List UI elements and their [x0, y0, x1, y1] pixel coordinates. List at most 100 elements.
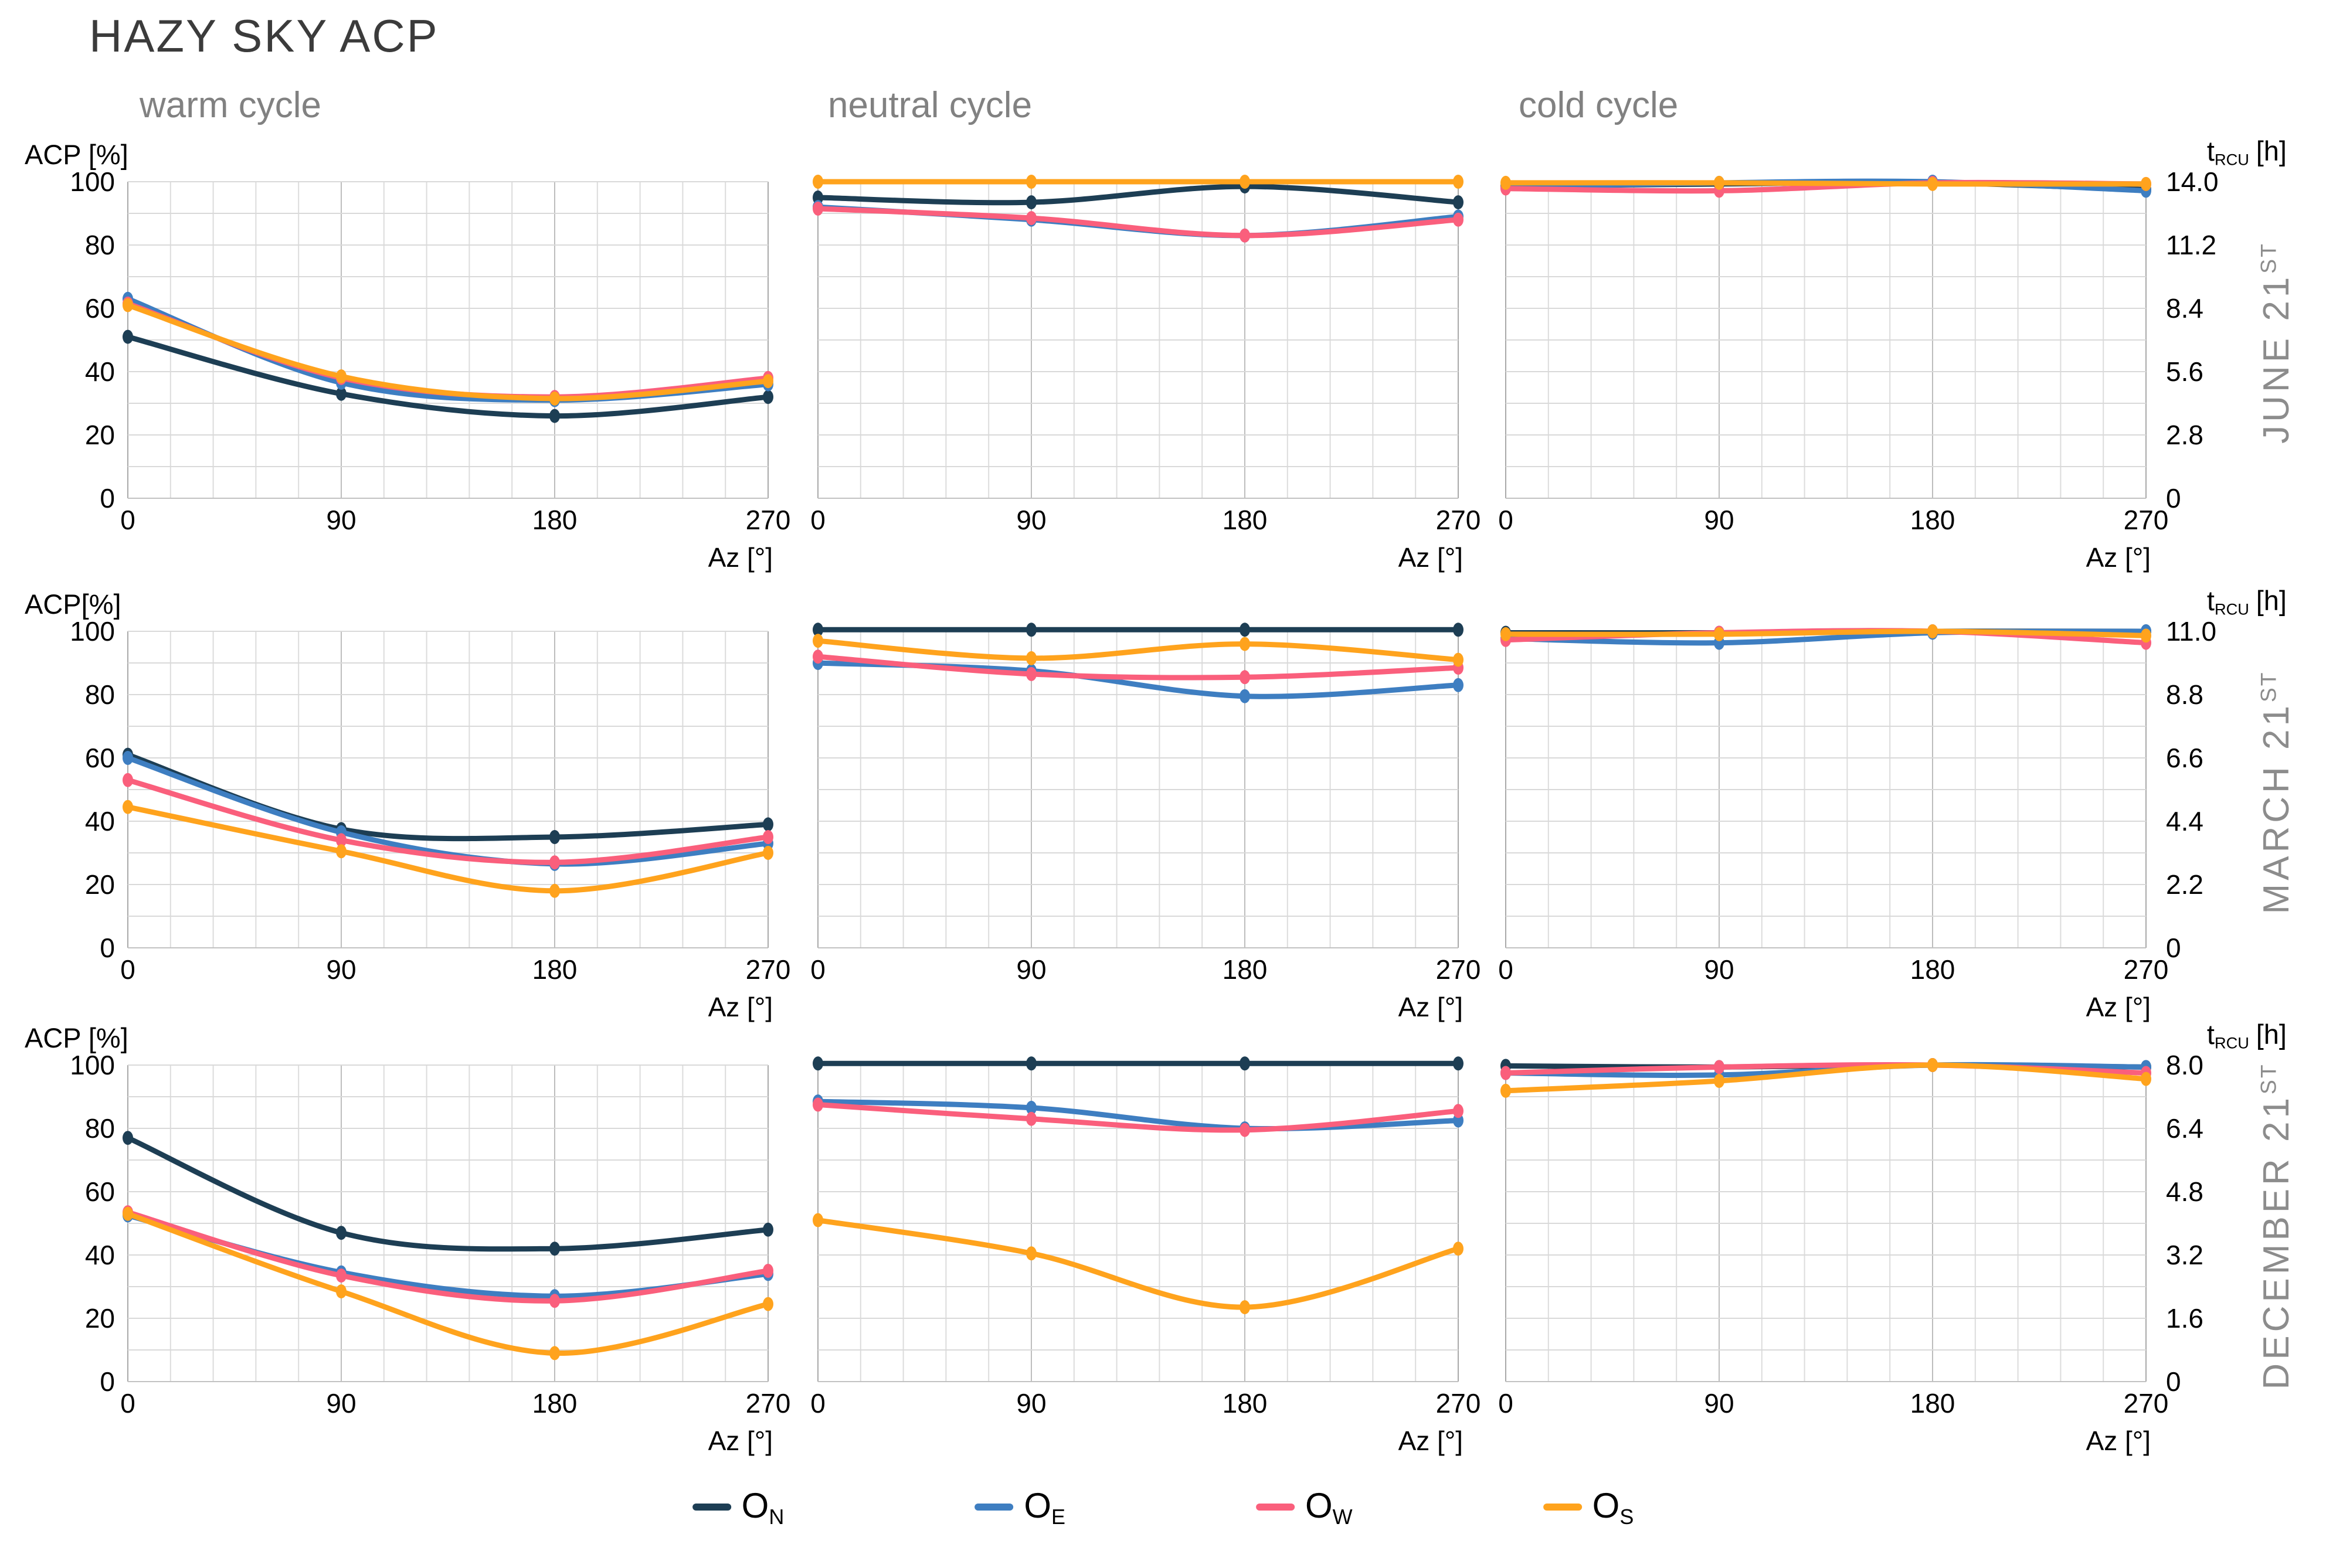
data-point-O_W — [1026, 211, 1037, 226]
right-axis-tick: 3.2 — [2166, 1240, 2203, 1270]
data-point-O_W — [1500, 1066, 1511, 1080]
data-point-O_S — [1026, 1246, 1037, 1261]
right-axis-tick: 11.0 — [2166, 616, 2217, 647]
x-tick-label: 270 — [2123, 505, 2169, 535]
right-axis-tick: 6.4 — [2166, 1113, 2203, 1144]
x-axis-label-az: Az [°] — [708, 1426, 773, 1456]
x-tick-label: 90 — [326, 1388, 356, 1419]
data-point-O_N — [123, 1131, 133, 1145]
column-header-neutral-cycle: neutral cycle — [828, 85, 1033, 125]
data-point-O_S — [763, 374, 773, 389]
series-line-O_W — [125, 777, 771, 865]
chart-svg-march-warm — [123, 631, 773, 948]
data-point-O_S — [1453, 175, 1463, 189]
left-axis-tick: 80 — [84, 679, 115, 710]
data-point-O_S — [1240, 175, 1250, 189]
x-tick-label: 90 — [326, 954, 356, 985]
right-axis-tick: 5.6 — [2166, 356, 2203, 387]
data-point-O_S — [123, 800, 133, 814]
left-axis-tick: 100 — [70, 166, 115, 197]
data-point-O_W — [763, 830, 773, 844]
data-point-O_W — [1240, 228, 1250, 243]
series-line-O_W — [815, 1102, 1461, 1133]
x-axis-label-az: Az [°] — [1398, 1426, 1463, 1456]
data-point-O_S — [1714, 175, 1724, 190]
data-point-O_N — [123, 329, 133, 344]
right-axis-tick: 8.0 — [2166, 1050, 2203, 1080]
right-axis-tick: 8.8 — [2166, 679, 2203, 710]
data-point-O_S — [763, 1297, 773, 1311]
data-point-O_S — [813, 175, 823, 189]
right-axis-tick: 14.0 — [2166, 166, 2219, 197]
data-point-O_W — [1240, 670, 1250, 685]
series-line-O_S — [1503, 1062, 2149, 1094]
data-point-O_N — [1453, 623, 1463, 637]
data-point-O_S — [336, 844, 347, 859]
x-axis-label-az: Az [°] — [2086, 992, 2151, 1022]
x-axis-label-az: Az [°] — [1398, 992, 1463, 1022]
series-line-O_N — [125, 1135, 771, 1252]
data-point-O_S — [1500, 175, 1511, 190]
x-tick-label: 0 — [1498, 505, 1513, 535]
right-axis-tick: 2.2 — [2166, 869, 2203, 900]
x-tick-label: 180 — [1910, 505, 1955, 535]
x-tick-label: 0 — [120, 505, 135, 535]
data-point-O_W — [1026, 1111, 1037, 1126]
series-line-O_S — [1503, 628, 2149, 638]
legend-color-dash-O_N — [692, 1504, 731, 1511]
x-axis-label-az: Az [°] — [708, 542, 773, 573]
series-line-O_E — [125, 1213, 771, 1299]
data-point-O_W — [813, 201, 823, 216]
right-axis-tick: 6.6 — [2166, 743, 2203, 773]
legend-label-O_N: ON — [741, 1486, 785, 1529]
chart-svg-june-warm — [123, 181, 773, 499]
series-line-O_E — [815, 1098, 1461, 1132]
left-axis-tick: 60 — [84, 293, 115, 324]
x-tick-label: 90 — [1016, 954, 1047, 985]
x-tick-label: 0 — [1498, 954, 1513, 985]
x-tick-label: 180 — [532, 505, 578, 535]
x-tick-label: 0 — [810, 954, 826, 985]
legend-color-dash-O_S — [1543, 1504, 1582, 1511]
chart-svg-june-neutral — [813, 175, 1463, 499]
x-tick-label: 180 — [1910, 954, 1955, 985]
data-point-O_S — [336, 1284, 347, 1299]
y-axis-label-acp-row3: ACP [%] — [25, 1022, 128, 1053]
data-point-O_W — [549, 1294, 560, 1308]
x-tick-label: 90 — [1704, 1388, 1734, 1419]
x-tick-label: 270 — [1435, 1388, 1481, 1419]
series-line-O_S — [1503, 180, 2149, 187]
left-axis-tick: 100 — [70, 616, 115, 647]
page-title: HAZY SKY ACP — [89, 10, 439, 62]
x-tick-label: 180 — [1222, 954, 1268, 985]
data-point-O_S — [1453, 652, 1463, 667]
series-line-O_S — [125, 302, 771, 402]
data-point-O_S — [1026, 175, 1037, 189]
data-point-O_N — [549, 409, 560, 423]
data-point-O_S — [549, 1346, 560, 1360]
data-point-O_N — [549, 1242, 560, 1256]
data-point-O_N — [336, 386, 347, 401]
left-axis-tick: 80 — [84, 1113, 115, 1144]
x-tick-label: 270 — [1435, 505, 1481, 535]
data-point-O_E — [123, 751, 133, 765]
data-point-O_S — [1453, 1242, 1463, 1256]
x-axis-label-az: Az [°] — [2086, 1426, 2151, 1456]
data-point-O_S — [1714, 627, 1724, 641]
data-point-O_W — [1240, 1123, 1250, 1137]
chart-svg-march-cold — [1500, 624, 2151, 948]
x-tick-label: 0 — [1498, 1388, 1513, 1419]
legend-color-dash-O_W — [1256, 1504, 1295, 1511]
data-point-O_S — [1240, 637, 1250, 651]
left-axis-tick: 100 — [70, 1050, 115, 1080]
data-point-O_W — [813, 1097, 823, 1112]
chart-march-neutral: 0 90 180 270 Az [°] — [810, 623, 1481, 1022]
chart-june-neutral: 0 90 180 270 Az [°] — [810, 175, 1481, 573]
left-axis-tick: 0 — [100, 933, 115, 963]
right-axis-tick: 0 — [2166, 1366, 2181, 1397]
left-axis-tick: 20 — [84, 420, 115, 450]
x-tick-label: 0 — [120, 954, 135, 985]
data-point-O_N — [1240, 1056, 1250, 1071]
legend-label-O_E: OE — [1024, 1486, 1066, 1529]
data-point-O_S — [2141, 1072, 2151, 1086]
